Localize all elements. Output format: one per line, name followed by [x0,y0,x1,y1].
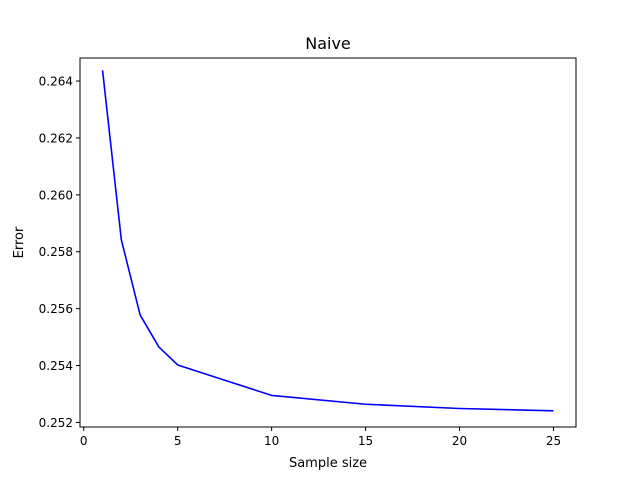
y-tick-label: 0.258 [39,245,73,259]
plot-frame [79,57,577,428]
x-tick-label: 5 [174,434,182,448]
x-tick-label: 25 [546,434,561,448]
chart-title: Naive [305,34,351,53]
y-tick-label: 0.260 [39,188,73,202]
x-axis-ticks: 0 5 10 15 20 25 [80,427,561,448]
x-tick-label: 10 [264,434,279,448]
y-tick-label: 0.264 [39,75,73,89]
y-tick-label: 0.262 [39,131,73,145]
x-tick-label: 20 [452,434,467,448]
x-axis-label: Sample size [289,456,367,471]
y-tick-label: 0.254 [39,359,73,373]
y-axis-label: Error [12,226,27,258]
x-tick-label: 15 [358,434,373,448]
series-layer [101,70,554,412]
y-tick-label: 0.252 [39,416,73,430]
y-tick-label: 0.256 [39,302,73,316]
x-tick-label: 0 [80,434,88,448]
series-line [101,70,554,412]
y-axis-ticks: 0.252 0.254 0.256 0.258 0.260 0.262 0.264 [39,75,80,430]
